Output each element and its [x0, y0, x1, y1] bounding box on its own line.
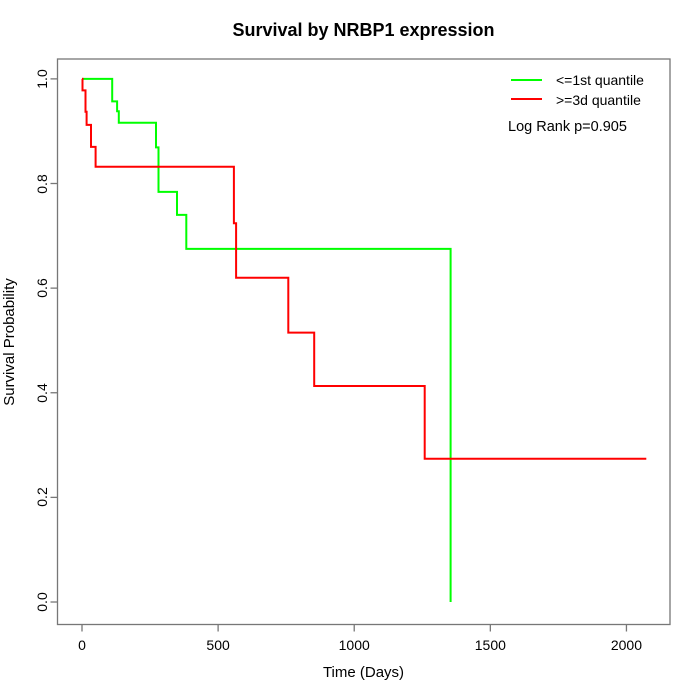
y-tick-label: 0.6	[34, 278, 50, 298]
survival-curve-green	[82, 77, 452, 602]
x-axis-title: Time (Days)	[322, 664, 405, 681]
plot-border	[56, 58, 671, 626]
y-tick-label: 0.4	[34, 383, 50, 403]
x-tick-label: 0	[78, 637, 86, 653]
y-tick-label: 0.0	[34, 592, 50, 612]
y-tick-label: 1.0	[34, 69, 50, 89]
x-tick-label: 1500	[474, 637, 506, 653]
chart-title: Survival by NRBP1 expression	[232, 20, 495, 40]
x-tick-label: 1000	[338, 637, 370, 653]
x-tick-label: 500	[206, 637, 230, 653]
y-tick-label: 0.2	[34, 487, 50, 508]
y-tick-label: 0.8	[34, 173, 50, 194]
x-tick-label: 2000	[610, 637, 643, 653]
survival-curve-red	[81, 77, 647, 460]
y-axis-title: Survival Probability	[1, 278, 18, 406]
